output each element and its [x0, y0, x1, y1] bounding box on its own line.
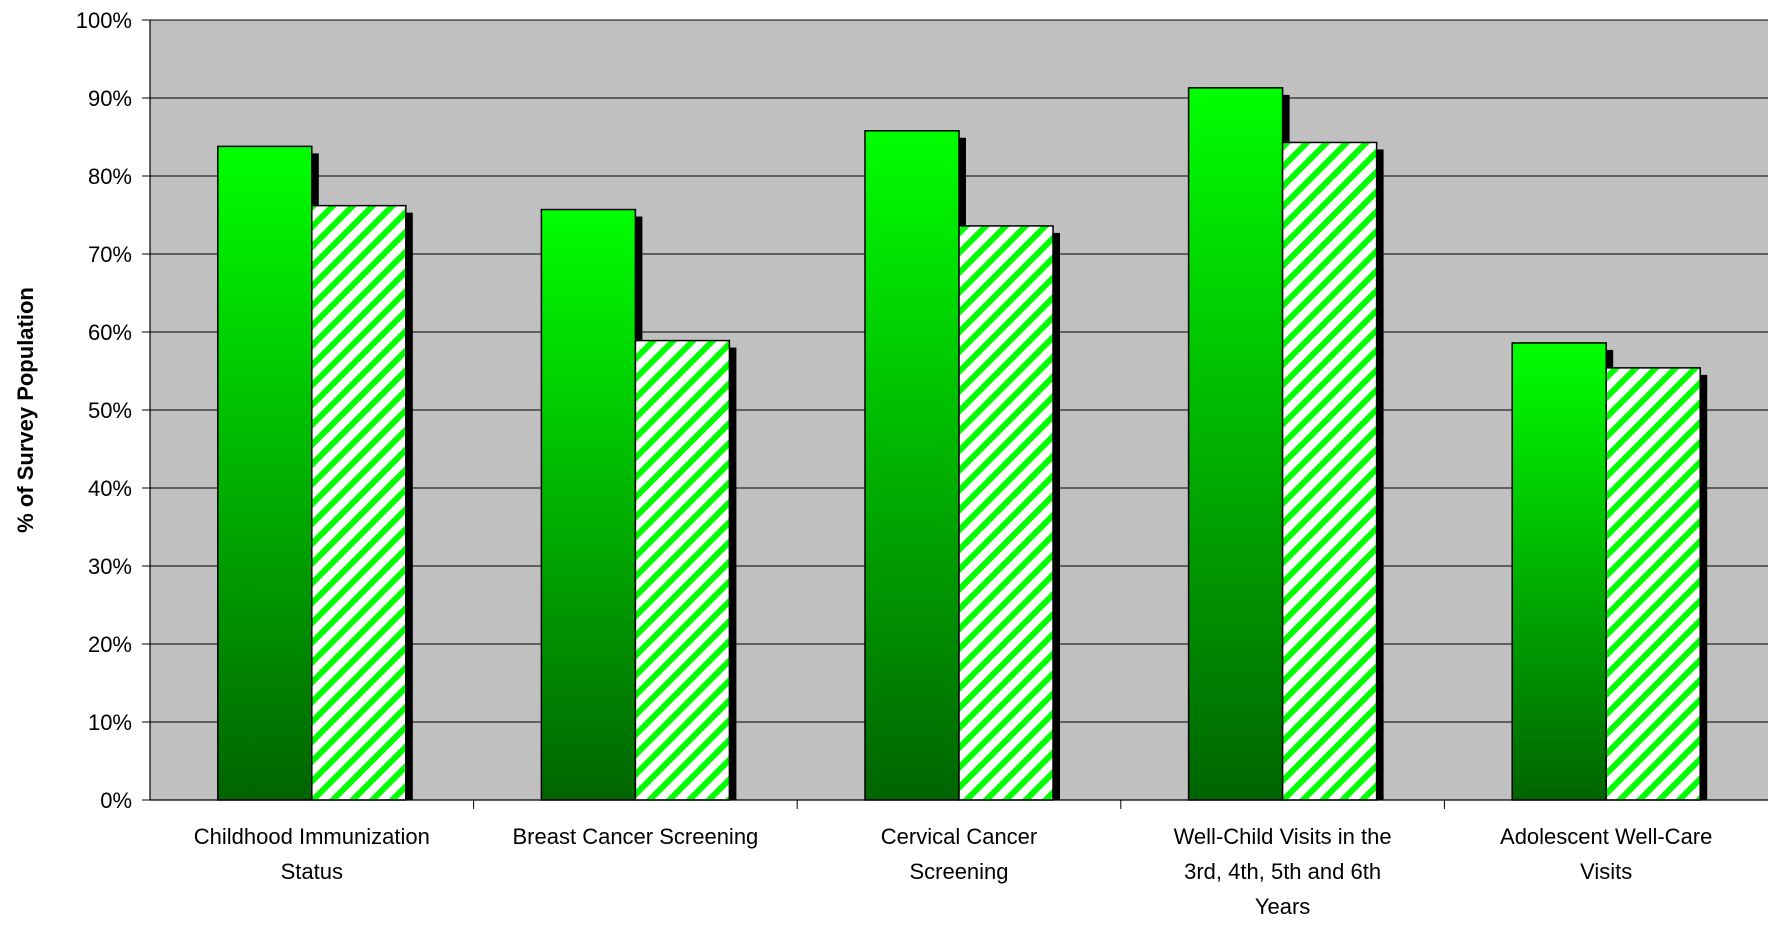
- bar-series-2: [311, 204, 407, 801]
- x-category-label: Childhood Immunization Status: [194, 824, 430, 884]
- x-category-label-line: Screening: [909, 859, 1008, 884]
- x-category-label-line: Years: [1255, 894, 1310, 919]
- x-category-label-line: Visits: [1580, 859, 1632, 884]
- x-category-label-line: Breast Cancer Screening: [513, 824, 759, 849]
- y-tick-label: 70%: [88, 242, 132, 267]
- bar-series-2: [634, 339, 731, 801]
- x-category-label: Cervical Cancer Screening: [881, 824, 1038, 884]
- y-tick-label: 50%: [88, 398, 132, 423]
- bar-series-2: [1605, 367, 1701, 801]
- x-category-label-line: Cervical Cancer: [881, 824, 1038, 849]
- y-tick-labels: 0% 10% 20% 30% 40% 50% 60% 70% 80% 90% 100%: [76, 8, 132, 813]
- y-tick-label: 10%: [88, 710, 132, 735]
- y-tick-label: 90%: [88, 86, 132, 111]
- x-category-label-line: Childhood Immunization: [194, 824, 430, 849]
- bar-series-1: [1187, 87, 1284, 801]
- x-category-label-line: Adolescent Well-Care: [1500, 824, 1712, 849]
- y-tick-label: 60%: [88, 320, 132, 345]
- x-category-label: Well-Child Visits in the 3rd, 4th, 5th an…: [1174, 824, 1392, 919]
- bar-series-2: [1281, 141, 1378, 801]
- bar-series-1: [1511, 342, 1607, 801]
- bar-series-1: [217, 145, 313, 801]
- bars: [217, 87, 1708, 801]
- x-category-labels: Childhood Immunization Status Breast Cance…: [194, 824, 1713, 919]
- bar-series-1: [864, 130, 960, 801]
- bar-series-1: [540, 208, 637, 801]
- y-tick-label: 100%: [76, 8, 132, 33]
- y-tick-label: 0%: [100, 788, 132, 813]
- bar-series-2: [958, 225, 1054, 801]
- y-axis-title: % of Survey Population: [13, 287, 38, 533]
- x-category-label-line: 3rd, 4th, 5th and 6th: [1184, 859, 1381, 884]
- x-category-label: Adolescent Well-Care Visits: [1500, 824, 1712, 884]
- x-category-label-line: Status: [281, 859, 343, 884]
- y-tick-label: 40%: [88, 476, 132, 501]
- axes: [142, 19, 1768, 809]
- x-category-label-line: Well-Child Visits in the: [1174, 824, 1392, 849]
- x-category-label: Breast Cancer Screening: [513, 824, 759, 849]
- y-tick-label: 80%: [88, 164, 132, 189]
- y-tick-label: 20%: [88, 632, 132, 657]
- y-tick-label: 30%: [88, 554, 132, 579]
